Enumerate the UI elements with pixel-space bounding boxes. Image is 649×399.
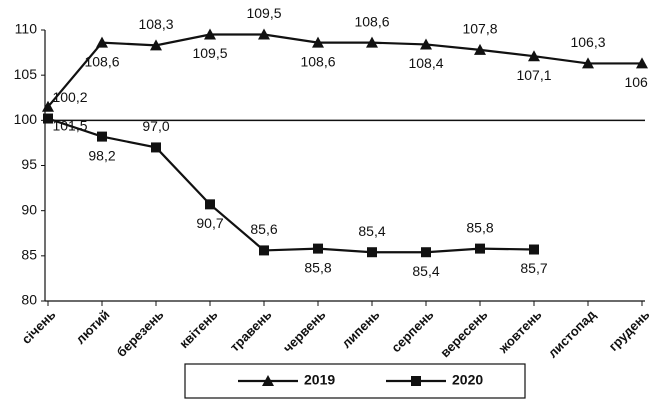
data-label: 108,6: [300, 53, 335, 69]
marker: [367, 247, 377, 258]
marker: [366, 36, 378, 48]
marker: [262, 375, 274, 386]
x-tick-label: лютий: [73, 307, 113, 347]
data-label: 109,5: [246, 5, 281, 21]
marker: [582, 57, 594, 69]
data-label: 108,6: [84, 53, 119, 69]
marker: [258, 28, 270, 40]
marker: [420, 38, 432, 50]
marker: [42, 100, 54, 112]
y-tick-label: 100: [14, 111, 38, 127]
data-label: 85,6: [250, 221, 277, 237]
marker: [411, 376, 421, 386]
x-tick-label: липень: [339, 307, 383, 351]
legend: 2019 2020: [238, 372, 483, 388]
x-tick-label: вересень: [437, 307, 490, 360]
y-tick-label: 85: [21, 247, 37, 263]
y-tick-label: 105: [14, 66, 38, 82]
series-line: [47, 117, 535, 254]
x-tick-label: серпень: [388, 307, 436, 355]
marker: [205, 199, 215, 210]
data-label: 107,1: [516, 67, 551, 83]
y-tick-label: 95: [21, 156, 37, 172]
data-label: 100,2: [52, 89, 87, 105]
marker: [96, 36, 108, 48]
data-label: 97,0: [142, 118, 169, 134]
marker: [636, 57, 648, 69]
data-label: 106,3: [570, 34, 605, 50]
x-tick-label: грудень: [606, 307, 649, 354]
data-label: 108,6: [354, 13, 389, 29]
series-line: [47, 33, 642, 108]
data-label: 90,7: [196, 215, 223, 231]
data-label: 85,7: [520, 260, 547, 276]
marker: [150, 39, 162, 51]
x-tick-label: травень: [227, 307, 275, 355]
data-label: 108,3: [138, 16, 173, 32]
marker: [475, 243, 485, 254]
data-label: 85,8: [466, 219, 493, 235]
marker: [421, 247, 431, 258]
legend-box: [184, 363, 526, 399]
data-label: 85,8: [304, 259, 331, 275]
x-tick-label: січень: [19, 307, 59, 347]
y-tick-label: 110: [15, 21, 38, 37]
marker: [259, 245, 269, 256]
x-tick-label: червень: [280, 307, 329, 356]
y-tick-label: 80: [21, 292, 37, 308]
data-label: 107,8: [462, 21, 497, 37]
marker: [204, 28, 216, 40]
x-tick-label: березень: [114, 307, 167, 360]
y-tick-label: 90: [21, 201, 37, 217]
data-label: 108,4: [408, 55, 443, 71]
data-label: 85,4: [358, 223, 385, 239]
marker: [97, 131, 107, 142]
data-label: 109,5: [192, 45, 227, 61]
marker: [43, 113, 53, 124]
x-tick-label: листопад: [545, 306, 599, 360]
data-label: 98,2: [88, 147, 115, 163]
legend-label: 2020: [452, 372, 483, 388]
marker: [474, 43, 486, 55]
x-tick-label: жовтень: [495, 307, 545, 357]
marker: [529, 244, 539, 255]
marker: [313, 243, 323, 254]
marker: [528, 50, 540, 62]
x-tick-label: квітень: [176, 307, 220, 351]
marker: [312, 36, 324, 48]
legend-label: 2019: [304, 372, 335, 388]
marker: [151, 142, 161, 153]
data-label: 85,4: [412, 263, 439, 279]
data-label: 106,3: [624, 74, 649, 90]
